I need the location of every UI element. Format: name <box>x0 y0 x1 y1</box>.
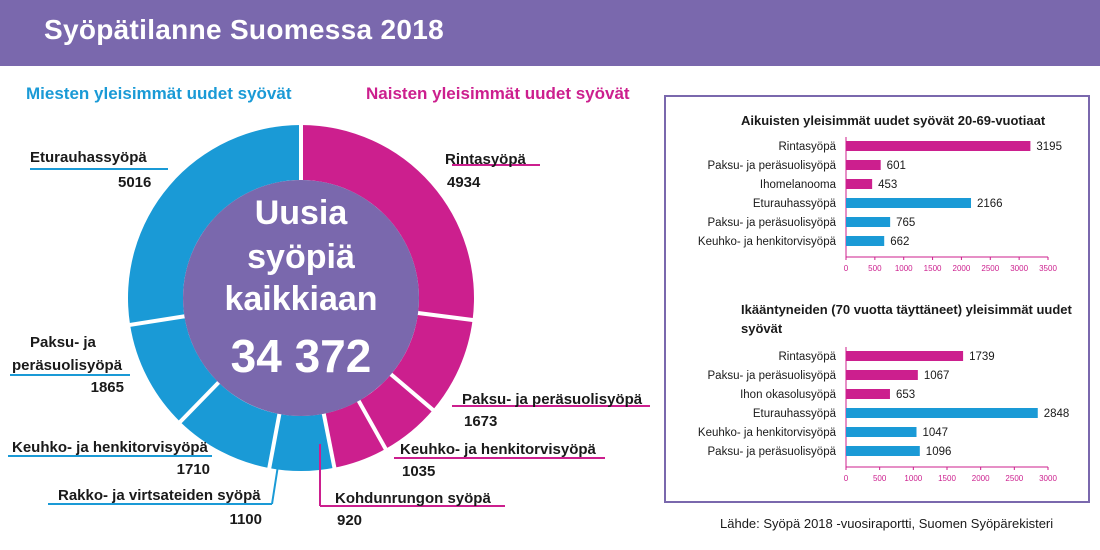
slice-separator <box>388 371 436 413</box>
bar <box>846 389 890 399</box>
slice-value: 1865 <box>91 379 124 396</box>
bar-tick-label: 500 <box>868 264 882 273</box>
slice-label: Rakko- ja virtsateiden syöpä <box>58 487 261 504</box>
bar-chart-elderly: 0 500 1000 1500 2000 2500 3000 Rintasyöpä 1739 Pa… <box>698 347 1070 483</box>
bar-chart-elderly-title: Ikääntyneiden (70 vuotta täyttäneet) yle… <box>741 302 1072 336</box>
donut-slice <box>130 316 219 422</box>
bar-value-label: 2848 <box>1044 408 1070 420</box>
bar <box>846 408 1038 418</box>
bar-tick-label: 2500 <box>981 264 999 273</box>
donut-slice <box>323 400 386 468</box>
bar-tick-label: 1000 <box>904 474 922 483</box>
donut-slice <box>180 382 280 469</box>
slice-label: Eturauhassyöpä <box>30 149 147 166</box>
donut-slice <box>301 125 474 321</box>
bar-category-label: Rintasyöpä <box>778 351 836 363</box>
donut-slice <box>390 313 473 410</box>
donut-slice <box>269 413 335 471</box>
bar-value-label: 1047 <box>922 427 948 439</box>
bar <box>846 217 891 227</box>
slice-separator <box>127 314 187 328</box>
slice-label: Paksu- ja peräsuolisyöpä <box>462 391 643 408</box>
page-title: Syöpätilanne Suomessa 2018 <box>44 14 444 45</box>
slice-label: Rintasyöpä <box>445 151 527 168</box>
label-leader-line <box>271 439 283 505</box>
bar-category-label: Paksu- ja peräsuolisyöpä <box>708 217 837 229</box>
slice-label: Keuhko- ja henkitorvisyöpä <box>12 439 209 456</box>
bar-value-label: 1067 <box>924 370 950 382</box>
bar-tick-label: 500 <box>873 474 887 483</box>
bar <box>846 160 881 170</box>
bar <box>846 427 917 437</box>
bar-chart-adults-title: Aikuisten yleisimmät uudet syövät 20-69-… <box>741 113 1046 128</box>
men-subtitle: Miesten yleisimmät uudet syövät <box>26 84 292 103</box>
slice-value: 4934 <box>447 174 481 191</box>
bar-tick-label: 3500 <box>1039 264 1057 273</box>
bar-value-label: 1096 <box>926 446 952 458</box>
bar-chart-adults: 0 500 1000 1500 2000 2500 3000 3500 Rintasyöpä 31… <box>698 137 1062 273</box>
bar-charts-panel <box>664 95 1090 503</box>
bar-value-label: 653 <box>896 389 915 401</box>
slice-separator <box>321 411 337 471</box>
center-text-line: kaikkiaan <box>224 280 377 318</box>
bar-category-label: Eturauhassyöpä <box>753 198 837 210</box>
donut-chart: Uusia syöpiä kaikkiaan 34 372 Rintasyöpä 4934… <box>8 123 650 529</box>
bar-value-label: 3195 <box>1036 141 1062 153</box>
slice-label: Paksu- ja <box>30 334 97 351</box>
bar-value-label: 453 <box>878 179 897 191</box>
bar <box>846 446 920 456</box>
bar-tick-label: 3000 <box>1010 264 1028 273</box>
bar <box>846 198 972 208</box>
bar-category-label: Keuhko- ja henkitorvisyöpä <box>698 236 837 248</box>
slice-value: 1710 <box>177 461 210 478</box>
bar-value-label: 765 <box>896 217 915 229</box>
bar-tick-label: 2000 <box>972 474 990 483</box>
center-text-line: Uusia <box>255 194 349 232</box>
donut-center <box>183 180 419 416</box>
slice-value: 1100 <box>229 511 262 528</box>
slice-label: Keuhko- ja henkitorvisyöpä <box>400 441 597 458</box>
bar-category-label: Ihon okasolusyöpä <box>740 389 837 401</box>
bar <box>846 351 964 361</box>
bar <box>846 179 873 189</box>
slice-value: 1035 <box>402 463 435 480</box>
bar-tick-label: 0 <box>844 264 849 273</box>
slice-value: 920 <box>337 512 362 529</box>
center-text-line: syöpiä <box>247 238 355 276</box>
slice-label: peräsuolisyöpä <box>12 357 123 374</box>
donut-slice <box>128 125 301 325</box>
bar-tick-label: 1500 <box>924 264 942 273</box>
slice-separator <box>177 379 222 425</box>
bar-category-label: Keuhko- ja henkitorvisyöpä <box>698 427 837 439</box>
bar-tick-label: 1500 <box>938 474 956 483</box>
bar-value-label: 662 <box>890 236 909 248</box>
bar-tick-label: 0 <box>844 474 849 483</box>
bar-category-label: Paksu- ja peräsuolisyöpä <box>708 446 837 458</box>
source-note: Lähde: Syöpä 2018 -vuosiraportti, Suomen… <box>720 516 1054 531</box>
slice-separator <box>266 411 282 471</box>
bar-category-label: Paksu- ja peräsuolisyöpä <box>708 370 837 382</box>
bar <box>846 236 885 246</box>
slice-label: Kohdunrungon syöpä <box>335 490 491 507</box>
bar-tick-label: 2000 <box>953 264 971 273</box>
bar <box>846 141 1031 151</box>
bar-category-label: Ihomelanooma <box>760 179 837 191</box>
bar-tick-label: 2500 <box>1005 474 1023 483</box>
bar-value-label: 2166 <box>977 198 1003 210</box>
women-subtitle: Naisten yleisimmät uudet syövät <box>366 84 630 103</box>
slice-separator <box>355 398 389 452</box>
slice-value: 1673 <box>464 413 497 430</box>
bar-value-label: 601 <box>887 160 906 172</box>
bar-category-label: Eturauhassyöpä <box>753 408 837 420</box>
bar <box>846 370 918 380</box>
bar-value-label: 1739 <box>969 351 995 363</box>
header-bar: Syöpätilanne Suomessa 2018 <box>0 0 1100 66</box>
bar-category-label: Rintasyöpä <box>778 141 836 153</box>
bar-tick-label: 1000 <box>895 264 913 273</box>
bar-category-label: Paksu- ja peräsuolisyöpä <box>708 160 837 172</box>
bar-tick-label: 3000 <box>1039 474 1057 483</box>
slice-separator <box>415 310 475 323</box>
slice-value: 5016 <box>118 174 151 191</box>
center-total: 34 372 <box>231 330 372 382</box>
